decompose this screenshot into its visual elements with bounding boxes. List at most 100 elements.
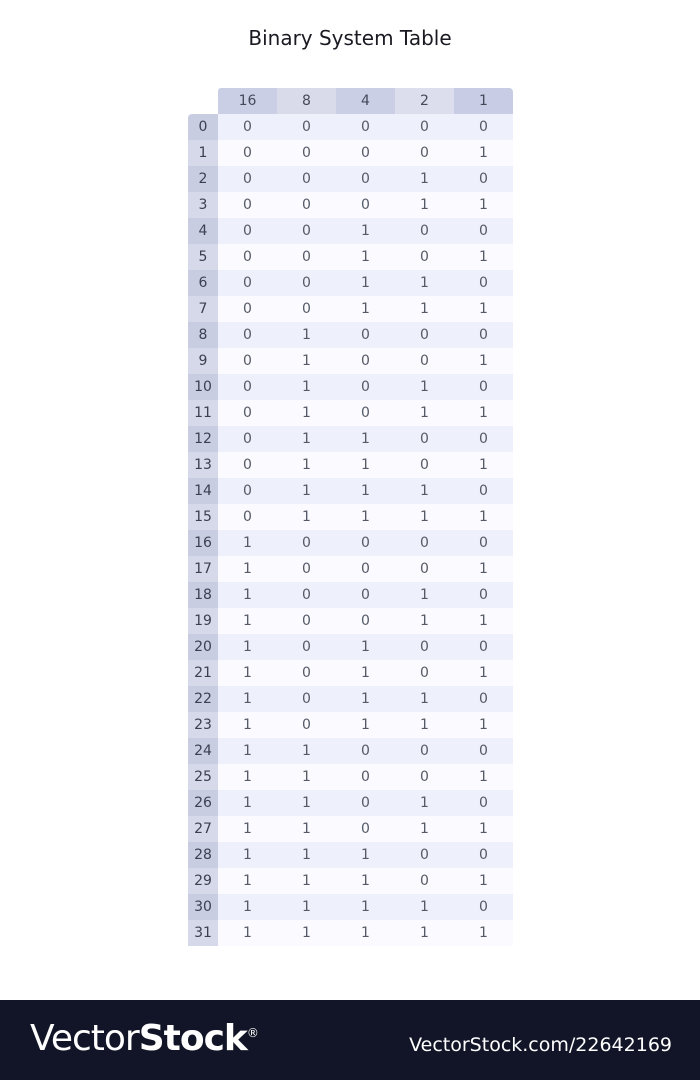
bit-cell: 1: [454, 816, 513, 842]
table-row: 14 0 1 1 1 0: [188, 478, 513, 504]
column-header: 16: [218, 88, 277, 114]
row-label: 29: [188, 868, 218, 894]
column-header: 2: [395, 88, 454, 114]
bit-cell: 0: [218, 166, 277, 192]
bit-cell: 0: [395, 218, 454, 244]
bit-cell: 1: [454, 348, 513, 374]
bit-cell: 0: [218, 426, 277, 452]
table-row: 16 1 0 0 0 0: [188, 530, 513, 556]
bit-cell: 1: [218, 556, 277, 582]
bit-cell: 1: [218, 790, 277, 816]
row-label: 10: [188, 374, 218, 400]
bit-cell: 1: [336, 270, 395, 296]
bit-cell: 0: [336, 582, 395, 608]
bit-cell: 0: [454, 166, 513, 192]
bit-cell: 1: [218, 608, 277, 634]
bit-cell: 0: [218, 478, 277, 504]
bit-cell: 1: [218, 764, 277, 790]
bit-cell: 0: [454, 582, 513, 608]
bit-cell: 0: [218, 322, 277, 348]
bit-cell: 1: [395, 816, 454, 842]
row-label: 16: [188, 530, 218, 556]
logo-light: Vector: [30, 1018, 140, 1059]
bit-cell: 1: [395, 270, 454, 296]
bit-cell: 1: [454, 660, 513, 686]
bit-cell: 0: [277, 296, 336, 322]
bit-cell: 1: [336, 660, 395, 686]
table-title: Binary System Table: [248, 26, 452, 50]
bit-cell: 0: [277, 166, 336, 192]
table-row: 18 1 0 0 1 0: [188, 582, 513, 608]
row-label: 12: [188, 426, 218, 452]
bit-cell: 0: [395, 868, 454, 894]
bit-cell: 1: [277, 426, 336, 452]
row-label: 23: [188, 712, 218, 738]
row-label: 21: [188, 660, 218, 686]
table-row: 24 1 1 0 0 0: [188, 738, 513, 764]
bit-cell: 0: [336, 530, 395, 556]
bit-cell: 0: [218, 218, 277, 244]
bit-cell: 0: [395, 764, 454, 790]
bit-cell: 0: [218, 244, 277, 270]
bit-cell: 1: [336, 634, 395, 660]
row-label: 2: [188, 166, 218, 192]
row-label: 4: [188, 218, 218, 244]
row-label: 11: [188, 400, 218, 426]
bit-cell: 1: [336, 426, 395, 452]
bit-cell: 0: [218, 374, 277, 400]
watermark-footer: VectorStock® VectorStock.com/22642169: [0, 1000, 700, 1080]
bit-cell: 1: [277, 348, 336, 374]
bit-cell: 1: [454, 712, 513, 738]
bit-cell: 0: [218, 114, 277, 140]
vectorstock-logo: VectorStock®: [30, 1018, 259, 1059]
table-row: 19 1 0 0 1 1: [188, 608, 513, 634]
bit-cell: 0: [454, 634, 513, 660]
bit-cell: 1: [336, 296, 395, 322]
bit-cell: 0: [454, 894, 513, 920]
bit-cell: 1: [454, 244, 513, 270]
bit-cell: 0: [277, 660, 336, 686]
bit-cell: 0: [454, 530, 513, 556]
row-label: 0: [188, 114, 218, 140]
bit-cell: 0: [454, 218, 513, 244]
bit-cell: 1: [454, 868, 513, 894]
bit-cell: 0: [454, 426, 513, 452]
bit-cell: 0: [277, 686, 336, 712]
bit-cell: 1: [454, 140, 513, 166]
bit-cell: 0: [218, 296, 277, 322]
row-label: 13: [188, 452, 218, 478]
logo-mark: ®: [246, 1026, 259, 1040]
bit-cell: 1: [277, 478, 336, 504]
bit-cell: 1: [218, 530, 277, 556]
bit-cell: 1: [454, 608, 513, 634]
bit-cell: 1: [395, 920, 454, 946]
bit-cell: 1: [218, 686, 277, 712]
bit-cell: 1: [218, 660, 277, 686]
table-row: 22 1 0 1 1 0: [188, 686, 513, 712]
bit-cell: 0: [277, 582, 336, 608]
bit-cell: 0: [395, 140, 454, 166]
bit-cell: 0: [336, 140, 395, 166]
bit-cell: 0: [336, 790, 395, 816]
bit-cell: 0: [454, 686, 513, 712]
bit-cell: 1: [277, 816, 336, 842]
table-row: 13 0 1 1 0 1: [188, 452, 513, 478]
column-header: 1: [454, 88, 513, 114]
bit-cell: 1: [336, 504, 395, 530]
bit-cell: 0: [277, 244, 336, 270]
row-label: 27: [188, 816, 218, 842]
logo-bold: Stock: [138, 1018, 248, 1059]
bit-cell: 0: [336, 400, 395, 426]
bit-cell: 0: [395, 348, 454, 374]
row-label: 20: [188, 634, 218, 660]
bit-cell: 1: [395, 894, 454, 920]
bit-cell: 1: [218, 894, 277, 920]
bit-cell: 0: [277, 712, 336, 738]
bit-cell: 0: [218, 400, 277, 426]
bit-cell: 1: [395, 166, 454, 192]
table-row: 21 1 0 1 0 1: [188, 660, 513, 686]
